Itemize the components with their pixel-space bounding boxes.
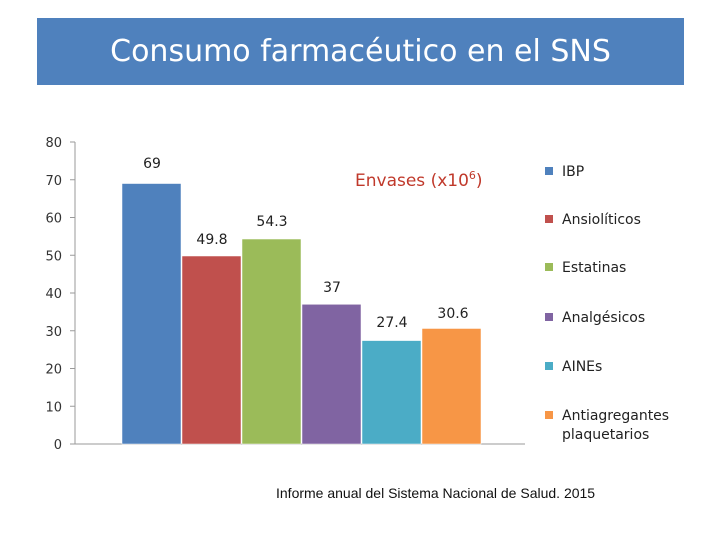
- bar-1: [181, 255, 242, 445]
- legend-label-1: Ansiolíticos: [562, 212, 641, 228]
- legend-label-2: Estatinas: [562, 260, 626, 276]
- y-tick-label: 50: [45, 249, 62, 264]
- chart-axes: 0 10 20 30 40 50 60 70 80: [45, 136, 525, 453]
- y-tick-label: 60: [45, 212, 62, 227]
- legend-label-4: AINEs: [562, 359, 602, 375]
- data-label-5: 30.6: [437, 306, 468, 322]
- data-label-3: 37: [323, 280, 341, 296]
- legend-swatch-3: [545, 313, 553, 321]
- y-tick-label: 70: [45, 174, 62, 189]
- data-label-2: 54.3: [256, 214, 287, 230]
- legend-label-3: Analgésicos: [562, 310, 645, 326]
- data-label-1: 49.8: [196, 232, 227, 248]
- legend-label-5: Antiagregantes: [562, 408, 669, 424]
- legend-label-0: IBP: [562, 164, 584, 180]
- chart-legend: IBP Ansiolíticos Estatinas Analgésicos AINEs…: [545, 164, 669, 443]
- bar-0: [121, 183, 182, 445]
- source-caption: Informe anual del Sistema Nacional de Sa…: [276, 485, 596, 501]
- legend-swatch-1: [545, 215, 553, 223]
- legend-swatch-5: [545, 411, 553, 419]
- data-label-4: 27.4: [376, 315, 407, 331]
- y-tick-label: 80: [45, 136, 62, 151]
- legend-swatch-0: [545, 167, 553, 175]
- data-label-0: 69: [143, 156, 161, 172]
- chart-title: Envases (x106): [355, 169, 483, 191]
- chart-data-labels: 69 49.8 54.3 37 27.4 30.6: [143, 156, 469, 331]
- bar-3: [301, 304, 362, 445]
- legend-label-5: plaquetarios: [562, 427, 649, 443]
- bar-2: [241, 238, 302, 445]
- y-tick-label: 0: [54, 438, 62, 453]
- title-banner: Consumo farmacéutico en el SNS: [37, 18, 684, 85]
- bar-4: [361, 340, 422, 445]
- y-tick-label: 40: [45, 287, 62, 302]
- y-tick-label: 30: [45, 325, 62, 340]
- y-tick-label: 20: [45, 363, 62, 378]
- legend-swatch-2: [545, 263, 553, 271]
- bar-5: [421, 328, 482, 445]
- page-title: Consumo farmacéutico en el SNS: [110, 34, 611, 69]
- y-tick-label: 10: [45, 400, 62, 415]
- chart-bars: [121, 183, 482, 445]
- legend-swatch-4: [545, 362, 553, 370]
